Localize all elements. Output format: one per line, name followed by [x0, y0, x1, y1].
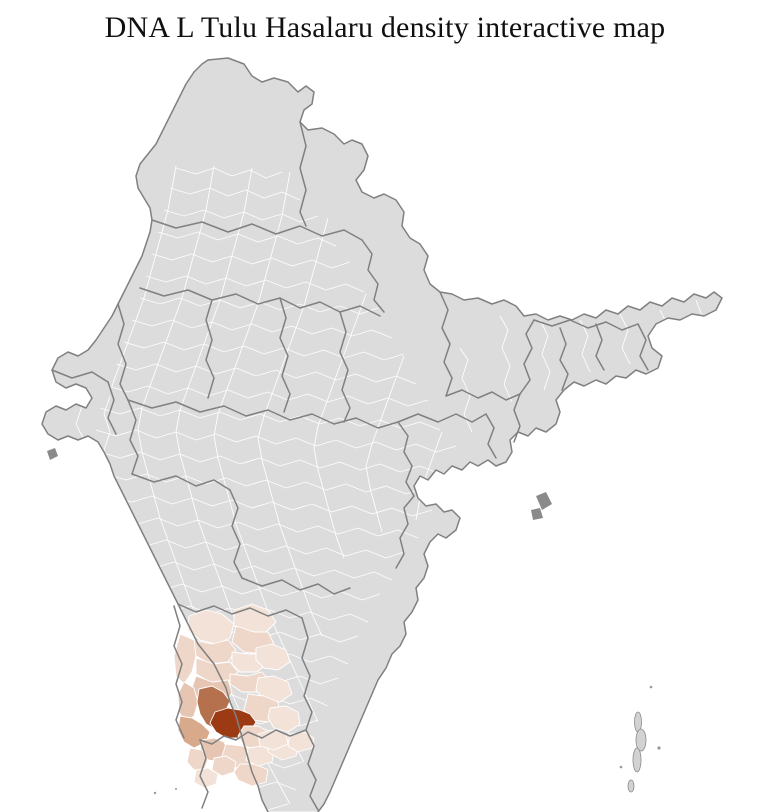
map-canvas[interactable] — [0, 48, 770, 812]
district-boundary-mesh — [75, 165, 703, 811]
district-kannur — [193, 767, 219, 789]
island-groups — [47, 448, 661, 795]
page-title: DNA L Tulu Hasalaru density interactive … — [104, 11, 666, 44]
andaman-nicobar-islands — [619, 685, 661, 793]
india-landmass — [41, 57, 723, 812]
district-uttara-kannada — [173, 633, 197, 685]
choropleth-districts[interactable] — [173, 603, 315, 789]
landmass-mainland — [41, 57, 723, 812]
district-salem — [287, 731, 315, 753]
india-choropleth-map[interactable] — [0, 48, 770, 812]
district-wayanad — [211, 755, 237, 777]
district-bellary — [255, 643, 291, 671]
lakshadweep-islands — [153, 788, 177, 795]
district-chitradurga — [255, 675, 293, 703]
coastal-enclaves — [47, 448, 552, 520]
state-boundaries — [41, 57, 723, 812]
district-bangalore-rural — [267, 705, 301, 733]
